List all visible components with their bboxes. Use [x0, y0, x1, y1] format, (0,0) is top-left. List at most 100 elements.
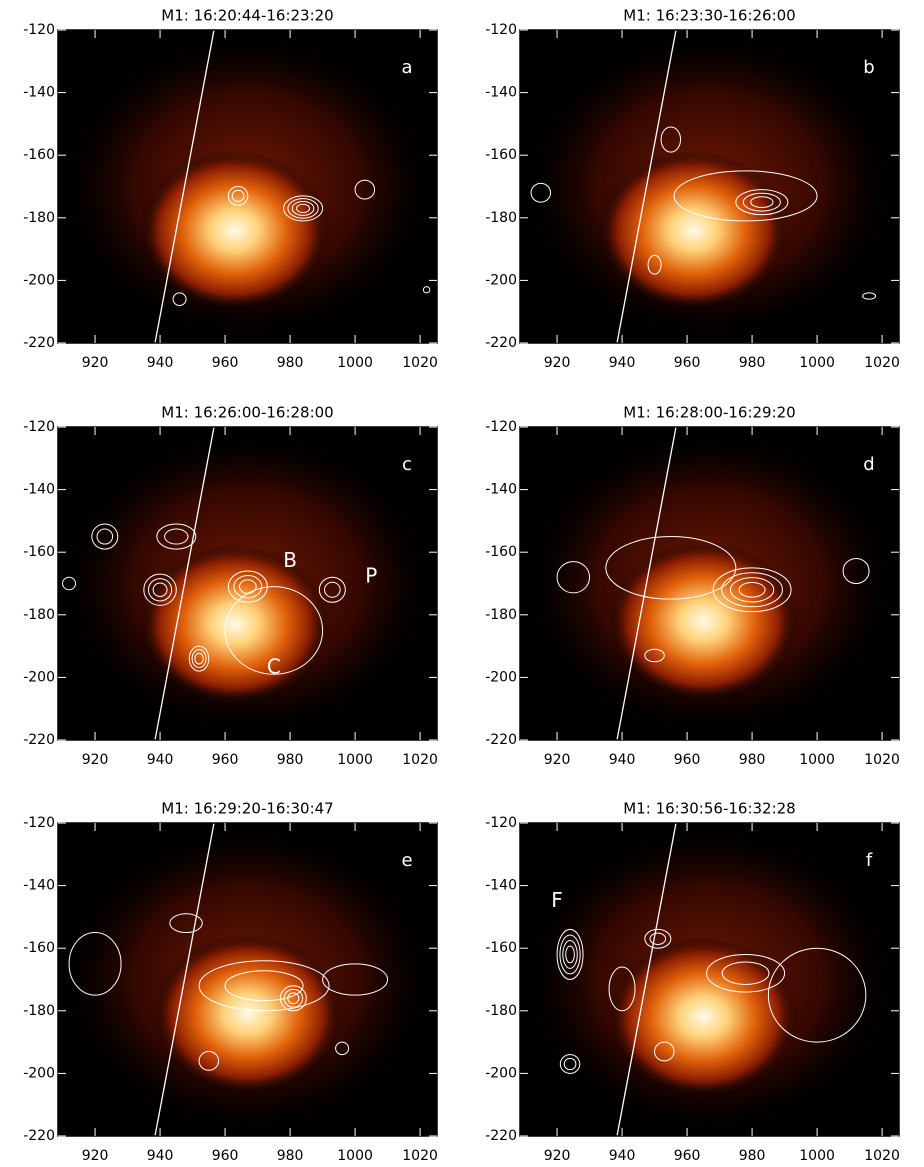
x-tick-label: 920 [544, 752, 571, 768]
source [140, 544, 330, 704]
panel-title: M1: 16:29:20-16:30:47 [161, 800, 333, 818]
x-tick-label: 940 [147, 752, 174, 768]
y-tick-label: -220 [23, 1128, 55, 1144]
panel-title: M1: 16:26:00-16:28:00 [161, 404, 333, 422]
panel-label: b [863, 57, 874, 78]
x-tick-label: 960 [212, 752, 239, 768]
image [58, 427, 437, 740]
x-tick-label: 940 [147, 1148, 174, 1163]
x-tick-label: 920 [82, 1148, 109, 1163]
x-tick-label: 980 [739, 355, 766, 371]
image [520, 823, 899, 1136]
panel: B P Cc M1: 16:26:00-16:28:00 -120 -140 -160 -18… [23, 404, 438, 769]
y-tick-label: -200 [485, 669, 517, 685]
y-tick-label: -180 [23, 607, 55, 623]
y-tick-label: -140 [23, 482, 55, 498]
y-tick-label: -200 [23, 272, 55, 288]
y-tick-label: -180 [23, 1003, 55, 1019]
panel-label: d [863, 454, 874, 475]
annotation: B [283, 548, 297, 572]
x-tick-label: 980 [739, 752, 766, 768]
y-tick-label: -220 [485, 335, 517, 351]
y-tick-label: -140 [485, 85, 517, 101]
panel-label: e [401, 850, 412, 871]
panel-label: f [866, 850, 873, 871]
y-tick-label: -180 [23, 210, 55, 226]
y-tick-label: -120 [485, 22, 517, 38]
panel-label: c [402, 454, 412, 475]
y-tick-label: -120 [23, 815, 55, 831]
y-tick-label: -180 [485, 210, 517, 226]
x-tick-label: 1000 [337, 752, 373, 768]
y-tick-label: -200 [23, 1065, 55, 1081]
y-tick-label: -120 [485, 815, 517, 831]
panel: Ff M1: 16:30:56-16:32:28 -120 -140 -160 -180 -… [485, 800, 900, 1164]
y-tick-label: -140 [485, 878, 517, 894]
y-tick-label: -160 [485, 147, 517, 163]
source [608, 937, 798, 1097]
y-tick-label: -120 [485, 419, 517, 435]
x-tick-label: 960 [674, 355, 701, 371]
x-tick-label: 1020 [864, 355, 900, 371]
image [58, 823, 437, 1136]
x-tick-label: 940 [609, 355, 636, 371]
y-tick-label: -160 [485, 544, 517, 560]
x-tick-label: 920 [82, 752, 109, 768]
y-tick-label: -180 [485, 607, 517, 623]
x-tick-label: 1020 [864, 752, 900, 768]
panel-title: M1: 16:30:56-16:32:28 [623, 800, 795, 818]
x-tick-label: 960 [212, 355, 239, 371]
x-tick-label: 940 [609, 1148, 636, 1163]
x-tick-label: 980 [277, 752, 304, 768]
x-tick-label: 940 [147, 355, 174, 371]
x-tick-label: 980 [277, 355, 304, 371]
y-tick-label: -220 [23, 732, 55, 748]
panel-title: M1: 16:23:30-16:26:00 [623, 7, 795, 25]
y-tick-label: -200 [485, 1065, 517, 1081]
x-tick-label: 1020 [402, 752, 438, 768]
y-tick-label: -180 [485, 1003, 517, 1019]
x-tick-label: 960 [674, 1148, 701, 1163]
annotation: C [267, 655, 281, 679]
image [520, 427, 899, 740]
x-tick-label: 940 [609, 752, 636, 768]
source [153, 934, 343, 1094]
x-tick-label: 920 [544, 355, 571, 371]
x-tick-label: 1020 [864, 1148, 900, 1163]
y-tick-label: -140 [485, 482, 517, 498]
panel: dM1: 16:28:00-16:29:20-120-140-160-180-2… [485, 404, 900, 769]
x-tick-label: 980 [739, 1148, 766, 1163]
y-tick-label: -220 [23, 335, 55, 351]
source [140, 150, 330, 310]
x-tick-label: 1000 [799, 355, 835, 371]
image [58, 30, 437, 343]
y-tick-label: -160 [23, 940, 55, 956]
annotation: F [551, 888, 563, 912]
figure: a M1: 16:20:44-16:23:20 -120 -140 -160 -180 -2… [0, 0, 924, 1163]
image [520, 30, 899, 343]
y-tick-label: -160 [23, 544, 55, 560]
panel: e M1: 16:29:20-16:30:47 -120 -140 -160 -180 -2… [23, 800, 438, 1164]
y-tick-label: -140 [23, 878, 55, 894]
panel: b M1: 16:23:30-16:26:00 -120 -140 -160 -180 -2… [485, 7, 900, 372]
x-tick-label: 1000 [337, 1148, 373, 1163]
annotation: P [365, 564, 377, 588]
y-tick-label: -140 [23, 85, 55, 101]
x-tick-label: 960 [212, 1148, 239, 1163]
y-tick-label: -120 [23, 419, 55, 435]
x-tick-label: 1000 [799, 752, 835, 768]
source [608, 541, 798, 701]
panel-label: a [401, 57, 412, 78]
x-tick-label: 920 [544, 1148, 571, 1163]
x-tick-label: 1020 [402, 1148, 438, 1163]
x-tick-label: 960 [674, 752, 701, 768]
panel: aM1: 16:20:44-16:23:20-120-140-160-180-2… [23, 7, 438, 372]
x-tick-label: 1000 [799, 1148, 835, 1163]
y-tick-label: -160 [485, 940, 517, 956]
x-tick-label: 1020 [402, 355, 438, 371]
y-tick-label: -220 [485, 732, 517, 748]
y-tick-label: -220 [485, 1128, 517, 1144]
y-tick-label: -200 [485, 272, 517, 288]
x-tick-label: 980 [277, 1148, 304, 1163]
panel-title: M1: 16:20:44-16:23:20 [161, 7, 333, 25]
